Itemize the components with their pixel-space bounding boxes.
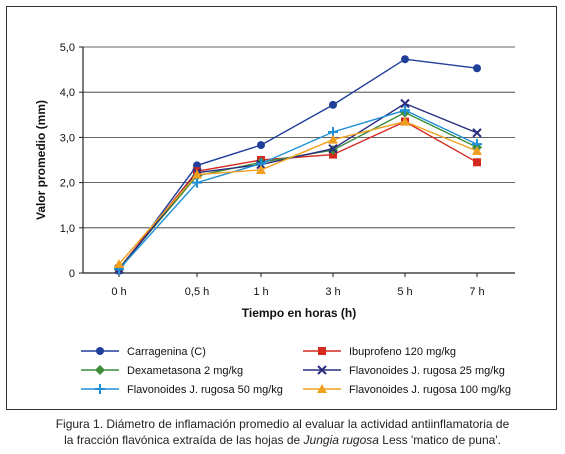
data-point-s1-5	[473, 158, 481, 167]
series-line-0	[118, 58, 478, 272]
y-tick-label: 1,0	[60, 223, 75, 235]
y-tick-label: 0	[69, 268, 75, 280]
data-point-s3-4	[400, 98, 410, 109]
caption-line-2-prefix: la fracción flavónica extraída de las ho…	[64, 433, 304, 447]
caption-line-2: la fracción flavónica extraída de las ho…	[0, 432, 565, 448]
legend-label-0: Carragenina (C)	[127, 346, 206, 358]
x-tick-label: 0 h	[111, 286, 126, 298]
y-tick-label: 2,0	[60, 178, 75, 190]
legend-label-3: Flavonoides J. rugosa 25 mg/kg	[349, 365, 505, 377]
legend-label-2: Dexametasona 2 mg/kg	[127, 365, 243, 377]
x-tick-label: 7 h	[469, 286, 484, 298]
series-line-1	[118, 120, 478, 269]
series-line-4	[118, 109, 478, 270]
x-tick-label: 0,5 h	[185, 286, 209, 298]
y-tick-label: 5,0	[60, 42, 75, 54]
data-point-s5-4	[400, 116, 410, 126]
data-point-s0-3	[329, 100, 337, 109]
data-point-s0-2	[257, 141, 265, 150]
legend-marker-0	[96, 347, 104, 355]
series-line-5	[118, 120, 478, 265]
caption-line-1: Figura 1. Diámetro de inflamación promed…	[55, 417, 510, 431]
data-point-s5-2	[256, 164, 266, 174]
data-point-s0-5	[473, 64, 481, 73]
y-axis-title: Valor promedio (mm)	[34, 100, 48, 220]
x-axis-title: Tiempo en horas (h)	[242, 306, 356, 320]
legend-marker-4	[95, 384, 105, 394]
y-tick-label: 4,0	[60, 87, 75, 99]
data-point-s5-1	[192, 169, 202, 179]
x-tick-label: 1 h	[253, 286, 268, 298]
data-point-s0-4	[401, 55, 409, 64]
figure-frame: 0 1,0 2,0 3,0 4,0 5,0 0 h 0,5 h 1 h 3 h 5 h 7 h Tiem…	[6, 6, 557, 410]
legend-label-4: Flavonoides J. rugosa 50 mg/kg	[127, 384, 283, 396]
legend-label-1: Ibuprofeno 120 mg/kg	[349, 346, 456, 358]
legend-marker-1	[318, 347, 326, 355]
data-point-s5-0	[114, 258, 124, 268]
caption-line-2-suffix: Less 'matico de puna'.	[378, 433, 501, 447]
data-point-s4-4	[400, 105, 410, 116]
series-line-2	[118, 111, 478, 269]
caption-species-name: Jungia rugosa	[303, 433, 379, 447]
data-point-s3-3	[328, 143, 338, 154]
legend-marker-3	[317, 365, 327, 375]
data-point-s3-5	[472, 128, 482, 138]
data-point-s5-3	[328, 134, 338, 144]
x-tick-label: 3 h	[325, 286, 340, 298]
legend-label-5: Flavonoides J. rugosa 100 mg/kg	[349, 384, 511, 396]
data-point-s5-5	[472, 145, 482, 155]
legend-marker-5	[317, 384, 327, 393]
x-tick-label: 5 h	[397, 286, 412, 298]
data-point-s4-1	[192, 177, 202, 188]
line-chart: 0 1,0 2,0 3,0 4,0 5,0 0 h 0,5 h 1 h 3 h 5 h 7 h Tiem…	[34, 42, 515, 396]
figure-caption: Figura 1. Diámetro de inflamación promed…	[0, 416, 565, 448]
y-tick-label: 3,0	[60, 132, 75, 144]
legend-marker-2	[95, 365, 105, 375]
